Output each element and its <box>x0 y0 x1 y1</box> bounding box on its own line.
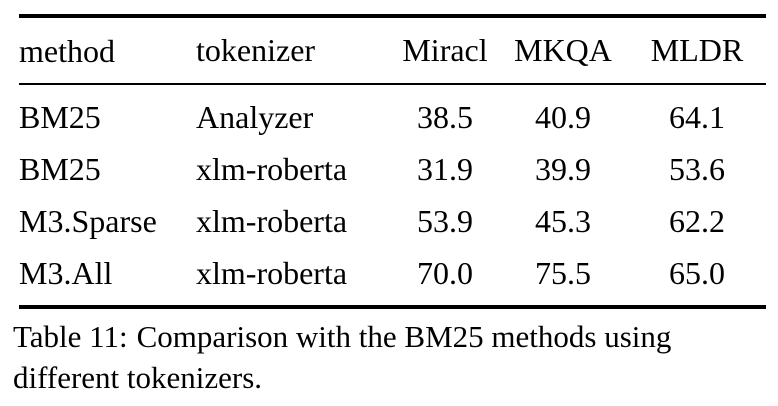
mldr-cell: 62.2 <box>669 202 725 239</box>
mldr-cell: 64.1 <box>669 98 725 135</box>
tokenizer-cell: xlm-roberta <box>196 202 348 239</box>
method-cell: M3.Sparse <box>19 202 157 239</box>
tokenizer-cell: Analyzer <box>196 98 314 135</box>
caption-label: Table 11: <box>13 319 128 354</box>
table-caption: Table 11: Comparison with the BM25 method… <box>13 316 773 398</box>
column-header-tokenizer: tokenizer <box>196 32 316 68</box>
miracl-cell: 70.0 <box>417 254 473 291</box>
tokenizer-cell: xlm-roberta <box>196 150 348 187</box>
miracl-cell: 53.9 <box>417 202 473 239</box>
mkqa-cell: 40.9 <box>535 98 591 135</box>
table-row: M3.Sparse xlm-roberta 53.9 45.3 62.2 <box>19 195 766 247</box>
tokenizer-cell: xlm-roberta <box>196 254 348 291</box>
column-header-miracl: Miracl <box>402 32 488 68</box>
table-row: BM25 xlm-roberta 31.9 39.9 53.6 <box>19 143 766 195</box>
mldr-cell: 53.6 <box>669 150 725 187</box>
mkqa-cell: 75.5 <box>535 254 591 291</box>
method-cell: M3.All <box>19 254 113 291</box>
table-row: M3.All xlm-roberta 70.0 75.5 65.0 <box>19 247 766 307</box>
miracl-cell: 38.5 <box>417 98 473 135</box>
mkqa-cell: 45.3 <box>535 202 591 239</box>
mldr-cell: 65.0 <box>669 254 725 291</box>
caption-text: Comparison with the BM25 methods using d… <box>13 319 672 395</box>
method-cell: BM25 <box>19 98 101 135</box>
column-header-mldr: MLDR <box>650 32 744 68</box>
miracl-cell: 31.9 <box>417 150 473 187</box>
method-cell: BM25 <box>19 150 101 187</box>
column-header-mkqa: MKQA <box>514 32 612 68</box>
results-table: method tokenizer Miracl MKQA MLDR BM25 A… <box>19 14 766 309</box>
mkqa-cell: 39.9 <box>535 150 591 187</box>
table-row: BM25 Analyzer 38.5 40.9 64.1 <box>19 84 766 143</box>
column-header-method: method <box>19 33 115 69</box>
header-row: method tokenizer Miracl MKQA MLDR <box>19 16 766 84</box>
